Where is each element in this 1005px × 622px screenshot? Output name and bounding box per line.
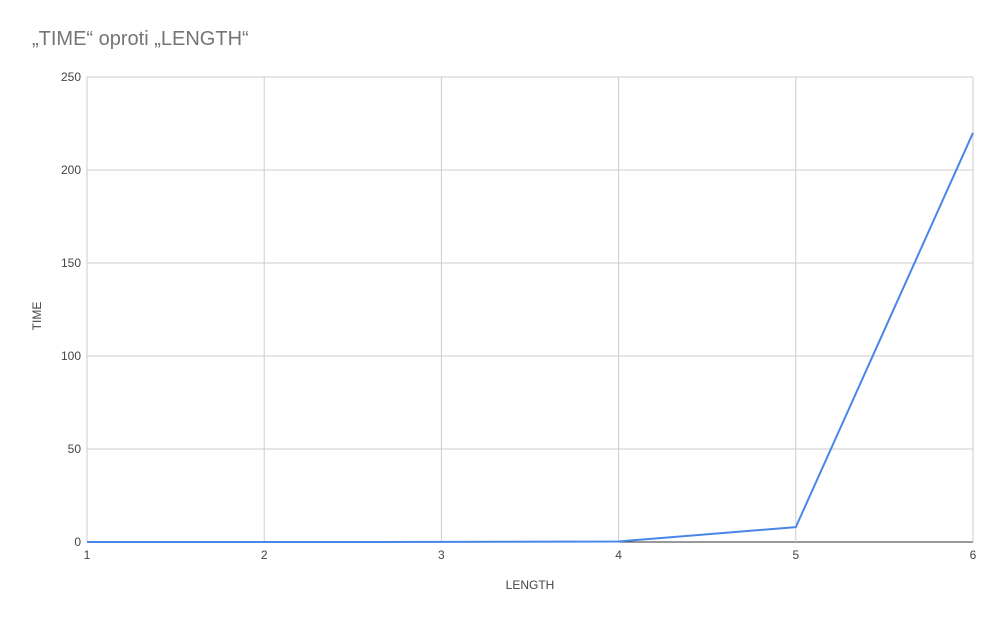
chart-title: „TIME“ oproti „LENGTH“ xyxy=(32,28,249,50)
x-tick-label: 6 xyxy=(970,548,977,562)
x-tick-label: 3 xyxy=(438,548,445,562)
tick-labels: 0 50 100 150 200 250 1 2 3 4 5 6 xyxy=(61,70,977,562)
gridlines xyxy=(86,76,974,543)
y-tick-label: 0 xyxy=(74,535,81,549)
series-layer xyxy=(87,132,974,543)
series-line xyxy=(87,132,974,543)
x-axis-label: LENGTH xyxy=(506,578,555,592)
y-axis-label: TIME xyxy=(30,302,44,331)
y-tick-label: 200 xyxy=(61,163,81,177)
x-tick-label: 5 xyxy=(792,548,799,562)
y-tick-label: 100 xyxy=(61,349,81,363)
x-tick-label: 1 xyxy=(84,548,91,562)
x-tick-label: 2 xyxy=(261,548,268,562)
y-tick-label: 50 xyxy=(68,442,82,456)
y-tick-label: 150 xyxy=(61,256,81,270)
y-tick-label: 250 xyxy=(61,70,81,84)
x-tick-label: 4 xyxy=(615,548,622,562)
